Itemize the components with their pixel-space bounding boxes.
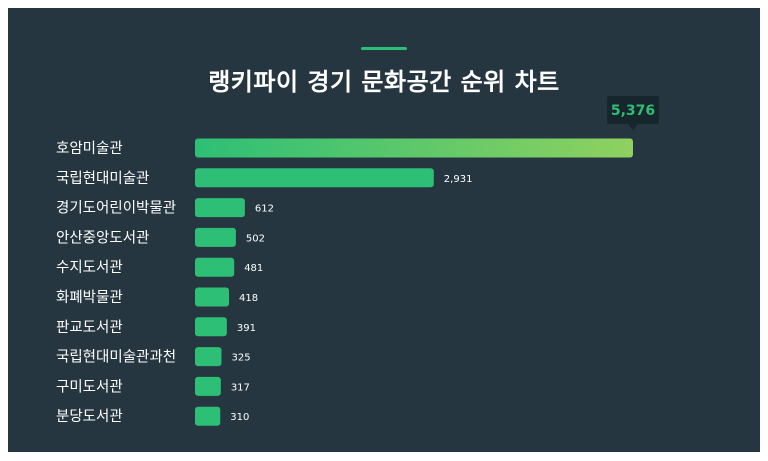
value-label: 317 <box>231 382 250 393</box>
bar <box>195 138 633 158</box>
value-tooltip: 5,376 <box>607 96 659 130</box>
tooltip-value: 5,376 <box>611 103 655 119</box>
bar <box>195 376 221 396</box>
value-label: 502 <box>246 233 265 244</box>
category-label: 경기도어린이박물관 <box>56 200 176 217</box>
category-label: 안산중앙도서관 <box>56 229 149 246</box>
bar <box>195 227 236 247</box>
bar <box>195 168 434 188</box>
bar <box>195 198 245 218</box>
value-label: 2,931 <box>444 174 473 185</box>
bar <box>195 257 235 277</box>
category-label: 화폐박물관 <box>56 289 123 306</box>
value-label: 391 <box>237 323 256 334</box>
category-label: 구미도서관 <box>56 378 123 395</box>
tooltip-arrow <box>628 124 638 130</box>
category-label: 국립현대미술관 <box>56 170 149 187</box>
value-label: 325 <box>231 353 250 364</box>
value-label: 481 <box>244 263 263 274</box>
bar <box>195 347 222 367</box>
category-label: 국립현대미술관과천 <box>56 349 176 366</box>
value-label: 418 <box>239 293 258 304</box>
category-label: 수지도서관 <box>56 259 123 276</box>
tooltip-box <box>607 96 659 124</box>
value-label: 310 <box>230 412 249 423</box>
category-label: 호암미술관 <box>56 140 123 157</box>
value-label: 612 <box>255 204 274 215</box>
bar <box>195 317 227 337</box>
title-accent-line <box>361 47 407 50</box>
bar <box>195 287 230 307</box>
category-label: 분당도서관 <box>56 408 123 425</box>
category-label: 판교도서관 <box>56 319 123 336</box>
chart-title: 랭키파이 경기 문화공간 순위 차트 <box>208 68 560 96</box>
bar <box>195 406 221 426</box>
